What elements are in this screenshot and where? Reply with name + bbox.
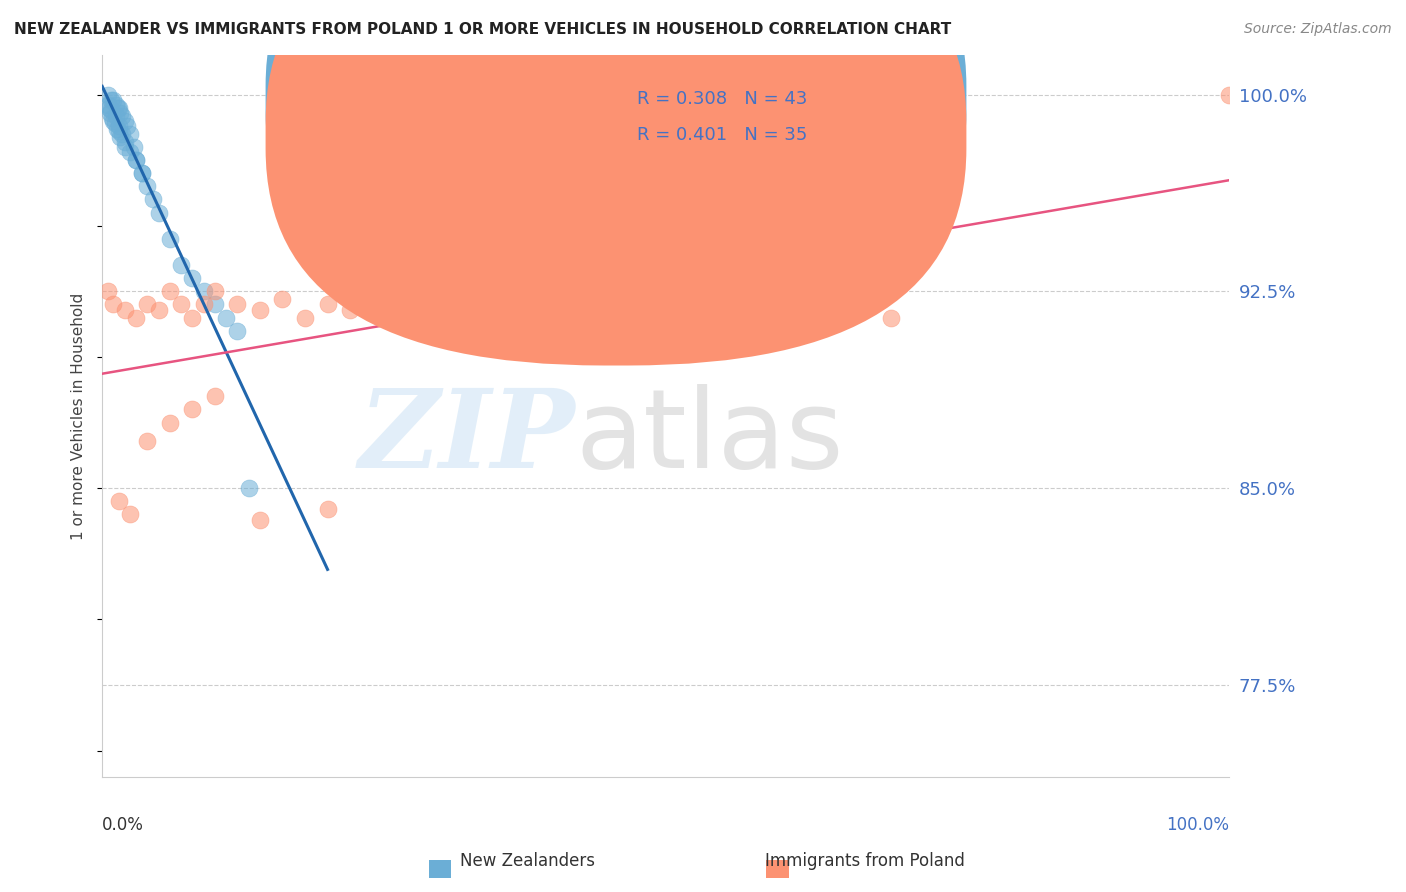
Point	[142, 193, 165, 207]
Point	[110, 129, 132, 144]
Point	[104, 108, 127, 122]
Point	[108, 119, 131, 133]
Point	[103, 113, 125, 128]
Point	[215, 310, 238, 325]
Point	[170, 258, 193, 272]
Point	[125, 153, 148, 168]
Point	[131, 166, 153, 180]
Point	[373, 310, 395, 325]
Point	[101, 111, 124, 125]
Point	[204, 297, 226, 311]
Point	[193, 285, 215, 299]
Point	[880, 310, 903, 325]
Point	[97, 98, 120, 112]
Point	[204, 389, 226, 403]
Text: R = 0.401   N = 35: R = 0.401 N = 35	[637, 127, 808, 145]
Point	[120, 127, 142, 141]
Point	[316, 502, 339, 516]
Point	[339, 302, 361, 317]
Point	[193, 297, 215, 311]
Text: New Zealanders: New Zealanders	[460, 852, 595, 870]
Point	[131, 166, 153, 180]
FancyBboxPatch shape	[266, 0, 966, 329]
Point	[110, 106, 132, 120]
Point	[114, 135, 136, 149]
Point	[111, 108, 134, 122]
Point	[114, 140, 136, 154]
Text: NEW ZEALANDER VS IMMIGRANTS FROM POLAND 1 OR MORE VEHICLES IN HOUSEHOLD CORRELAT: NEW ZEALANDER VS IMMIGRANTS FROM POLAND …	[14, 22, 952, 37]
Text: 100.0%: 100.0%	[1166, 816, 1229, 834]
Point	[104, 98, 127, 112]
Point	[98, 101, 121, 115]
Point	[226, 324, 249, 338]
Point	[249, 302, 271, 317]
Point	[108, 494, 131, 508]
Point	[429, 297, 451, 311]
Point	[159, 232, 181, 246]
Point	[105, 121, 128, 136]
Text: R = 0.308   N = 43: R = 0.308 N = 43	[637, 90, 808, 108]
Point	[115, 119, 138, 133]
Point	[125, 153, 148, 168]
Point	[148, 205, 170, 219]
Point	[97, 285, 120, 299]
Point	[114, 302, 136, 317]
Text: Source: ZipAtlas.com: Source: ZipAtlas.com	[1244, 22, 1392, 37]
Point	[373, 285, 395, 299]
Point	[103, 93, 125, 107]
Point	[104, 116, 127, 130]
Text: Immigrants from Poland: Immigrants from Poland	[765, 852, 965, 870]
Point	[108, 124, 131, 138]
Point	[120, 508, 142, 522]
Point	[181, 310, 204, 325]
Point	[226, 297, 249, 311]
Y-axis label: 1 or more Vehicles in Household: 1 or more Vehicles in Household	[72, 293, 86, 540]
Point	[108, 101, 131, 115]
Point	[114, 113, 136, 128]
Point	[148, 302, 170, 317]
Point	[136, 434, 159, 448]
Point	[103, 297, 125, 311]
Point	[181, 271, 204, 285]
Point	[294, 310, 316, 325]
Point	[1218, 87, 1240, 102]
FancyBboxPatch shape	[592, 77, 830, 160]
Point	[120, 145, 142, 160]
Point	[271, 292, 294, 306]
Point	[598, 324, 620, 338]
Point	[97, 87, 120, 102]
Point	[181, 402, 204, 417]
Point	[98, 106, 121, 120]
Point	[316, 297, 339, 311]
Point	[136, 179, 159, 194]
Point	[136, 297, 159, 311]
Point	[485, 310, 508, 325]
Point	[122, 140, 145, 154]
Point	[541, 297, 564, 311]
Point	[111, 127, 134, 141]
Point	[238, 481, 260, 495]
Point	[107, 101, 129, 115]
FancyBboxPatch shape	[266, 0, 966, 366]
Point	[249, 513, 271, 527]
Text: 0.0%: 0.0%	[103, 816, 143, 834]
Point	[125, 310, 148, 325]
Point	[100, 103, 122, 118]
Point	[159, 285, 181, 299]
Point	[406, 302, 429, 317]
Text: atlas: atlas	[575, 384, 844, 491]
Point	[519, 302, 541, 317]
Point	[170, 297, 193, 311]
Point	[100, 93, 122, 107]
Text: ZIP: ZIP	[359, 384, 575, 491]
Point	[204, 285, 226, 299]
Point	[159, 416, 181, 430]
